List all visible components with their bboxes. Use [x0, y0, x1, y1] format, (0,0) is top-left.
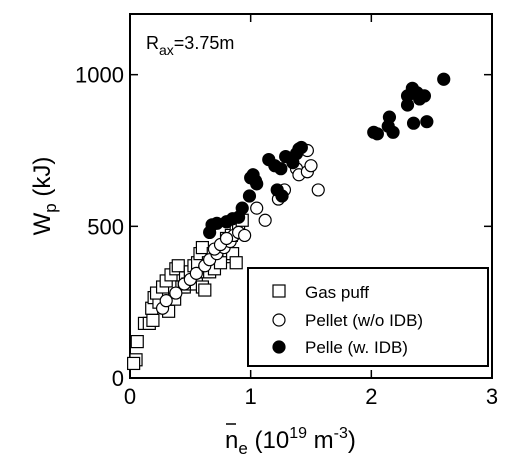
y-tick-label: 1000: [75, 63, 124, 88]
x-tick-label: 0: [124, 384, 136, 409]
x-axis-label: ne (1019 m-3): [225, 423, 356, 456]
y-tick-label: 0: [112, 366, 124, 391]
legend-label-pellet-wo-idb: Pellet (w/o IDB): [305, 311, 423, 330]
data-point: [127, 356, 141, 371]
data-point: [274, 162, 288, 176]
data-point: [242, 189, 257, 203]
axis-ticks: [129, 14, 493, 379]
data-point: [370, 127, 384, 141]
data-point: [258, 213, 272, 227]
data-point: [229, 256, 243, 270]
svg-text:ne (1019 m-3): ne (1019 m-3): [225, 425, 356, 456]
y-tick-label: 500: [87, 214, 124, 239]
data-point: [198, 283, 212, 297]
data-point: [386, 125, 400, 139]
data-point: [420, 115, 434, 129]
x-tick-label: 2: [365, 384, 377, 409]
data-point: [437, 72, 451, 86]
data-point: [294, 140, 308, 155]
legend-box: [247, 267, 489, 367]
data-point: [235, 201, 249, 215]
data-point: [238, 228, 252, 243]
data-point: [311, 183, 325, 197]
data-point: [195, 240, 209, 255]
legend-marker-pellet-wo-idb: [272, 313, 286, 327]
data-point: [250, 201, 264, 215]
plot-frame: [129, 13, 493, 379]
annotation-label: Rax=3.75m: [146, 33, 234, 58]
data-point: [159, 294, 173, 308]
data-point: [219, 231, 234, 246]
series-2: [203, 72, 451, 239]
data-point: [304, 159, 318, 173]
data-point: [275, 189, 289, 203]
legend: Gas puff Pellet (w/o IDB) Pelle (w. IDB): [247, 267, 489, 367]
legend-marker-gas-puff: [272, 284, 286, 298]
data-point: [189, 266, 203, 280]
axis-tick-labels: 0 1 2 3 0 500 1000: [75, 63, 498, 409]
data-point: [171, 259, 185, 273]
x-tick-label: 1: [245, 384, 257, 409]
data-points: [127, 72, 451, 371]
legend-label-pellet-w-idb: Pelle (w. IDB): [305, 338, 408, 357]
data-point: [146, 313, 160, 327]
data-point: [406, 116, 421, 130]
y-axis-label: Wp (kJ): [29, 157, 60, 236]
data-point: [130, 335, 144, 349]
legend-label-gas-puff: Gas puff: [305, 283, 369, 302]
data-point: [417, 89, 432, 103]
data-point: [169, 286, 183, 300]
data-point: [250, 177, 264, 191]
legend-marker-pellet-w-idb: [272, 340, 286, 354]
x-tick-label: 3: [486, 384, 498, 409]
